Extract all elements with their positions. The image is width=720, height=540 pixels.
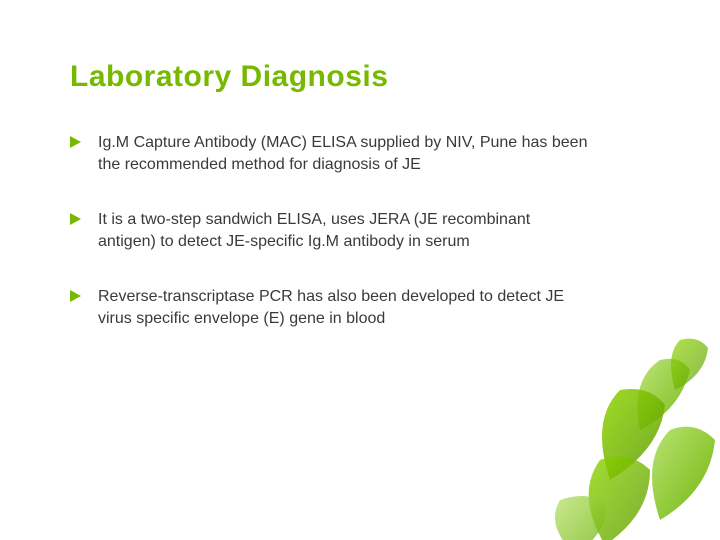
slide-title: Laboratory Diagnosis [70,60,650,94]
slide: Laboratory Diagnosis Ig.M Capture Antibo… [0,0,720,540]
leaf-decoration-icon [480,320,720,540]
list-item: Reverse-transcriptase PCR has also been … [70,286,590,329]
bullet-list: Ig.M Capture Antibody (MAC) ELISA suppli… [70,132,650,330]
list-item: It is a two-step sandwich ELISA, uses JE… [70,209,590,252]
list-item: Ig.M Capture Antibody (MAC) ELISA suppli… [70,132,590,175]
